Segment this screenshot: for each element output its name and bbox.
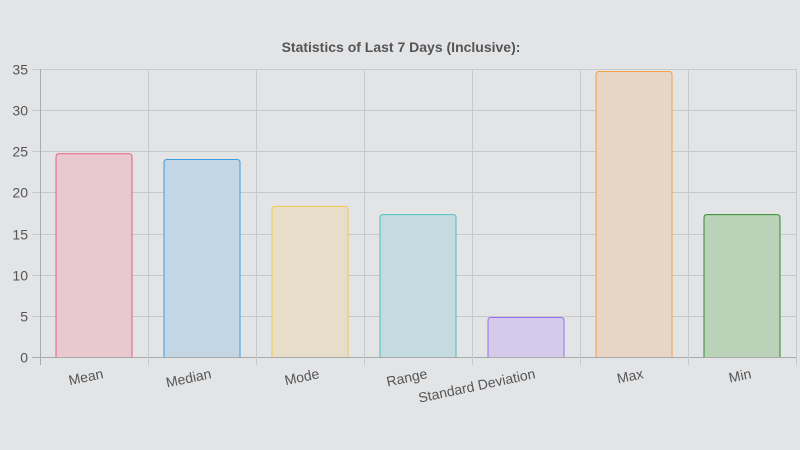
- bar-outline: [487, 317, 565, 357]
- bar-range: [380, 214, 456, 357]
- bar-mode: [272, 206, 348, 357]
- x-tick-label: Range: [385, 365, 429, 389]
- y-tick-label: 20: [12, 185, 28, 201]
- bar-mean: [56, 153, 132, 357]
- bar-outline: [703, 214, 781, 357]
- x-tick-label: Max: [615, 365, 644, 386]
- bar-outline: [271, 205, 349, 357]
- y-tick-label: 5: [20, 309, 28, 325]
- y-tick-label: 15: [12, 227, 28, 243]
- grid-layer: [32, 69, 797, 365]
- bar-outline: [163, 159, 241, 357]
- bar-outline: [379, 214, 457, 357]
- y-axis-ticks: 0 5 10 15 20 25 30 35: [12, 62, 28, 366]
- bar-standard-deviation: [488, 317, 564, 357]
- bar-max: [596, 71, 672, 358]
- y-tick-label: 35: [12, 62, 28, 78]
- x-tick-label: Median: [164, 365, 212, 390]
- y-tick-label: 0: [20, 350, 28, 366]
- chart-title: Statistics of Last 7 Days (Inclusive):: [282, 39, 521, 55]
- y-tick-label: 25: [12, 144, 28, 160]
- x-tick-label: Standard Deviation: [417, 365, 537, 405]
- bar-min: [704, 214, 780, 357]
- y-tick-label: 10: [12, 268, 28, 284]
- bar-outline: [595, 70, 673, 357]
- x-tick-label: Mode: [283, 365, 321, 388]
- bars-layer: [55, 70, 781, 358]
- x-tick-label: Mean: [67, 365, 105, 388]
- bar-median: [164, 159, 240, 357]
- x-tick-label: Min: [727, 365, 752, 385]
- bar-outline: [55, 153, 133, 357]
- y-tick-label: 30: [12, 103, 28, 119]
